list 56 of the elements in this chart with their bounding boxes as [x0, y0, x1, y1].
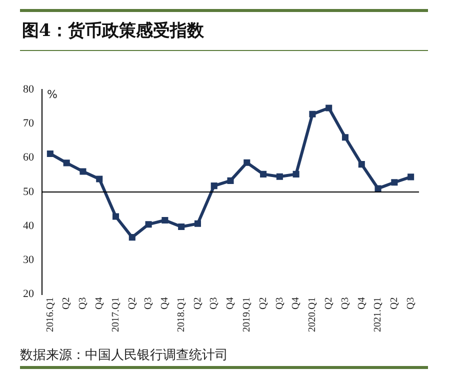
point [210, 182, 218, 190]
x-tick-label: Q3 [274, 297, 286, 310]
point [374, 185, 382, 192]
x-tick-label: Q3 [143, 297, 154, 310]
point [244, 159, 250, 166]
y-axis-title: % [47, 88, 58, 101]
x-tick-label: 2020.Q1 [307, 297, 318, 332]
point [358, 161, 365, 168]
point [80, 168, 86, 175]
x-tick-label: Q3 [78, 297, 89, 310]
x-tick-label: Q3 [208, 297, 220, 310]
point [227, 177, 234, 184]
x-tick-label: Q2 [61, 297, 72, 310]
x-tick-label: Q2 [389, 297, 400, 310]
y-tick-label: 80 [23, 83, 34, 96]
point [292, 170, 300, 178]
point [260, 170, 267, 178]
y-tick-label: 40 [23, 220, 34, 232]
x-tick-label: Q4 [290, 297, 302, 310]
x-tick-label: 2021.Q1 [372, 297, 384, 332]
x-tick-label: Q4 [225, 297, 236, 310]
x-tick-label: Q2 [323, 297, 334, 310]
point [194, 220, 201, 227]
x-tick-label: Q3 [405, 297, 416, 310]
x-tick-label: Q2 [192, 297, 204, 310]
point [46, 150, 54, 157]
point [408, 174, 414, 180]
point [309, 110, 316, 118]
y-tick-label: 60 [23, 152, 34, 164]
y-tick-label: 20 [23, 288, 34, 300]
x-tick-label: Q4 [94, 297, 105, 310]
x-tick-label: 2018.Q1 [176, 297, 187, 332]
x-tick-label: Q3 [340, 297, 351, 310]
chart-title: 图4：货币政策感受指数 [22, 20, 204, 42]
point [128, 234, 136, 241]
x-tick-label: Q4 [160, 297, 171, 310]
point [63, 160, 70, 166]
point [162, 216, 168, 224]
y-tick-label: 70 [23, 118, 34, 130]
point [326, 104, 332, 112]
point [342, 134, 349, 141]
x-tick-label: Q2 [126, 297, 138, 310]
x-tick-label: Q4 [356, 297, 368, 310]
point [112, 213, 120, 220]
point [145, 221, 152, 228]
point [391, 179, 398, 186]
point [178, 223, 185, 230]
point [96, 176, 103, 182]
x-tick-label: 2019.Q1 [242, 297, 253, 332]
x-tick-label: 2016.Q1 [44, 297, 56, 332]
source-note: 数据来源：中国人民银行调查统计司 [20, 347, 228, 364]
y-tick-label: 30 [23, 254, 34, 266]
x-tick-label: Q2 [258, 297, 269, 310]
x-tick-label: 2017.Q1 [110, 297, 122, 332]
point [276, 173, 283, 180]
y-tick-label: 50 [23, 186, 34, 198]
